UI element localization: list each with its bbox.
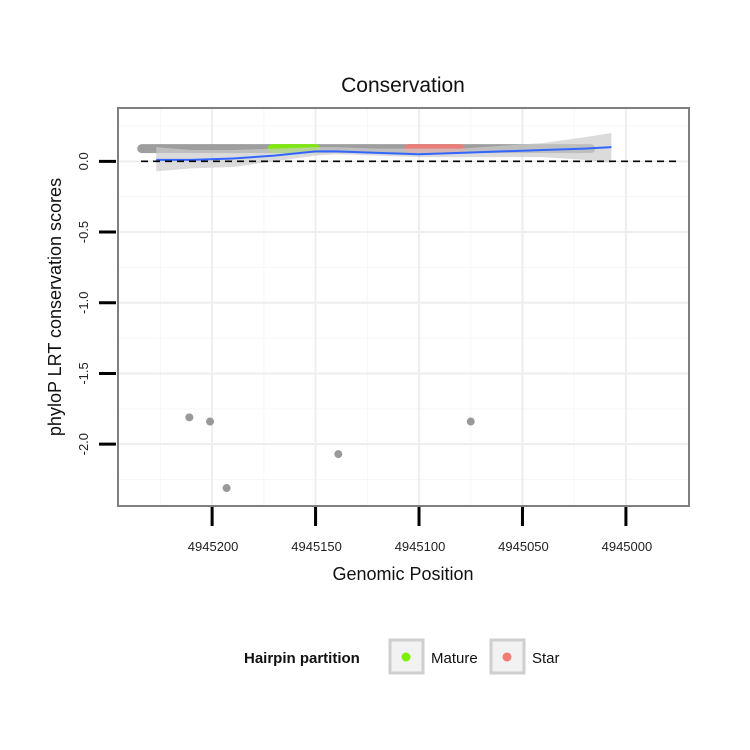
y-tick-label: -2.0	[76, 433, 91, 455]
y-tick-label: 0.0	[76, 152, 91, 170]
x-tick-label: 4945150	[291, 539, 342, 554]
x-tick-label: 4945200	[188, 539, 239, 554]
y-axis-title: phyloP LRT conservation scores	[45, 178, 65, 436]
legend-item-mature: Mature	[388, 638, 478, 675]
grid-lines	[119, 109, 688, 505]
data-point	[466, 417, 475, 426]
x-tick-label: 4945050	[498, 539, 549, 554]
legend: Hairpin partition Mature Star	[244, 638, 560, 675]
smooth-curve	[156, 133, 612, 172]
smooth-line	[156, 146, 612, 161]
data-point	[185, 413, 194, 422]
legend-title: Hairpin partition	[244, 650, 360, 667]
data-point	[206, 417, 215, 426]
data-point	[222, 484, 231, 493]
y-tick-label: -1.0	[76, 292, 91, 314]
x-axis-title: Genomic Position	[332, 564, 473, 584]
y-tick-label: -1.5	[76, 362, 91, 384]
plot-panel-border	[117, 107, 690, 507]
legend-label-mature: Mature	[431, 650, 478, 667]
data-points	[185, 413, 475, 493]
x-tick-label: 4945100	[395, 539, 446, 554]
y-axis: 0.0 -0.5 -1.0 -1.5 -2.0	[76, 152, 116, 455]
legend-swatch-mature	[401, 652, 411, 662]
x-tick-label: 4945000	[602, 539, 653, 554]
x-axis: 4945200 4945150 4945100 4945050 4945000	[188, 507, 652, 554]
legend-label-star: Star	[532, 650, 560, 667]
chart-title: Conservation	[341, 74, 465, 97]
legend-swatch-star	[502, 652, 512, 662]
data-point	[334, 450, 343, 459]
y-tick-label: -0.5	[76, 221, 91, 243]
legend-item-star: Star	[489, 638, 560, 675]
